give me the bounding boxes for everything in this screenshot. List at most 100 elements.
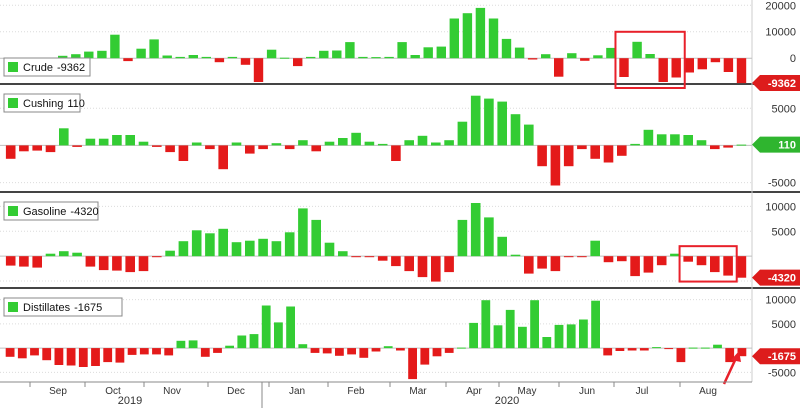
bar	[218, 145, 228, 170]
bar	[231, 142, 242, 146]
bar	[332, 50, 342, 59]
bar	[103, 348, 113, 363]
bar	[524, 124, 534, 146]
bar	[488, 18, 499, 59]
bar	[58, 55, 68, 59]
bar	[266, 49, 277, 59]
bar	[345, 42, 355, 59]
bar	[136, 48, 146, 59]
y-tick-label: 5000	[772, 319, 796, 331]
bar	[19, 145, 29, 152]
bar	[497, 236, 507, 257]
bar	[505, 309, 515, 349]
bar	[322, 348, 332, 354]
bar	[632, 41, 642, 59]
bar	[697, 58, 707, 70]
legend-series-value: -9362	[57, 62, 85, 74]
bar	[377, 143, 388, 146]
bar	[59, 251, 69, 257]
bar	[319, 50, 329, 59]
bar	[115, 348, 125, 363]
x-tick-label: May	[518, 386, 537, 397]
bar	[42, 348, 52, 361]
bar	[359, 348, 369, 358]
bar	[457, 121, 468, 146]
bar	[481, 300, 491, 349]
bar	[713, 344, 722, 349]
bar	[684, 58, 694, 73]
bar	[377, 256, 388, 261]
y-tick-label: -5000	[768, 367, 796, 379]
bar	[351, 132, 361, 146]
bar	[567, 53, 577, 59]
bar	[696, 256, 707, 266]
legend-series-name: Cushing	[23, 98, 63, 110]
bar	[658, 58, 668, 82]
bar	[457, 219, 468, 257]
bar	[510, 114, 521, 146]
bar	[497, 101, 507, 146]
bar	[293, 58, 303, 67]
bar	[736, 144, 747, 146]
bar	[676, 348, 686, 363]
bar	[152, 256, 162, 258]
bar	[358, 56, 368, 59]
bar	[298, 140, 308, 146]
bar	[736, 256, 747, 278]
bar	[683, 256, 693, 262]
bar	[138, 141, 149, 146]
bar	[98, 138, 109, 146]
bar	[617, 145, 627, 156]
x-tick-label: Jul	[636, 386, 649, 397]
bar	[493, 325, 503, 349]
bar	[176, 340, 186, 349]
bar	[54, 348, 64, 365]
bar	[200, 348, 210, 357]
bar	[335, 348, 344, 356]
bar	[457, 347, 466, 349]
bar	[85, 256, 96, 267]
bar	[664, 348, 674, 350]
arrow-head-icon	[731, 351, 741, 362]
bar	[577, 145, 587, 150]
bar	[191, 142, 202, 146]
bar	[710, 145, 720, 150]
bar	[310, 348, 320, 353]
bar	[530, 300, 539, 349]
bar	[231, 242, 242, 257]
bar	[227, 56, 238, 59]
bar	[736, 58, 747, 84]
bar	[91, 348, 100, 366]
bar	[527, 58, 538, 60]
bar	[688, 347, 698, 349]
bar	[225, 345, 234, 349]
bar	[537, 256, 547, 269]
bar	[475, 7, 486, 59]
bar	[237, 335, 247, 349]
bar	[550, 256, 561, 272]
bar	[371, 57, 381, 59]
bar	[423, 47, 433, 59]
bar	[5, 145, 16, 159]
legend-box	[3, 93, 81, 113]
bar	[404, 256, 414, 272]
bar	[554, 324, 564, 349]
bar	[85, 138, 96, 146]
y-tick-label: 10000	[765, 295, 796, 307]
bar	[165, 145, 175, 153]
bar	[149, 39, 159, 59]
bar	[123, 58, 133, 62]
bar	[214, 58, 225, 63]
bar	[284, 232, 295, 257]
bar	[627, 348, 637, 351]
bar	[30, 348, 39, 356]
bar	[45, 253, 56, 257]
bar	[162, 55, 172, 59]
bar	[449, 18, 459, 59]
bar	[619, 58, 629, 77]
legend-series-value: 110	[67, 98, 85, 110]
bar	[469, 322, 478, 349]
